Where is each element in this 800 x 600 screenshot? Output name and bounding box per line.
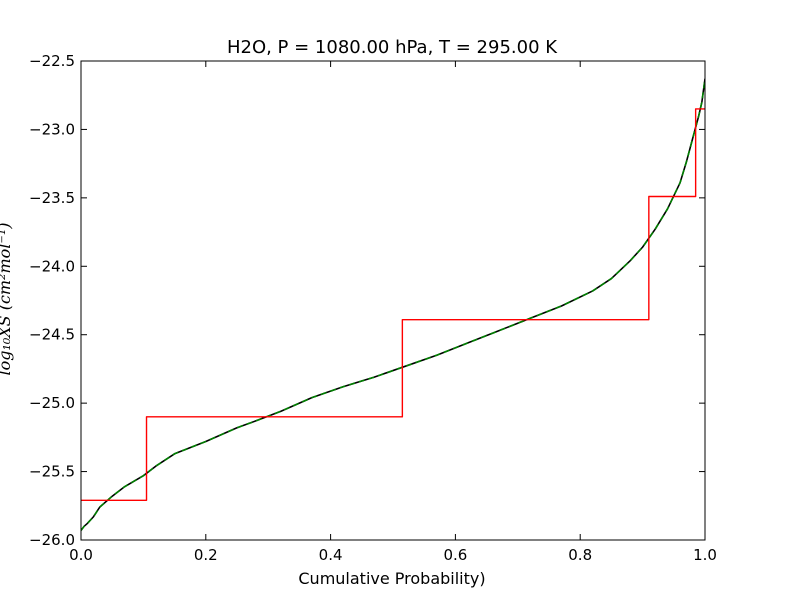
- series-line-2: [81, 78, 705, 531]
- series-line-1: [81, 78, 705, 531]
- x-tick-label: 0.0: [69, 546, 93, 564]
- y-tick-label: −26.0: [29, 531, 75, 549]
- x-tick-label: 0.6: [443, 546, 467, 564]
- x-tick-label: 0.8: [568, 546, 592, 564]
- y-tick-label: −24.5: [29, 326, 75, 344]
- chart-title: H2O, P = 1080.00 hPa, T = 295.00 K: [227, 37, 558, 58]
- y-tick-label: −23.5: [29, 189, 75, 207]
- y-axis-label: log₁₀XS (cm²mol⁻¹): [0, 222, 14, 375]
- series-line-3: [81, 108, 705, 502]
- x-tick-label: 0.4: [319, 546, 343, 564]
- plot-frame: [80, 60, 706, 541]
- x-axis-label: Cumulative Probability): [298, 569, 485, 588]
- x-tick-label: 1.0: [693, 546, 717, 564]
- y-tick-label: −23.0: [29, 120, 75, 138]
- y-tick-label: −24.0: [29, 257, 75, 275]
- y-tick-label: −22.5: [29, 52, 75, 70]
- y-tick-label: −25.0: [29, 394, 75, 412]
- y-tick-label: −25.5: [29, 463, 75, 481]
- x-tick-label: 0.2: [194, 546, 218, 564]
